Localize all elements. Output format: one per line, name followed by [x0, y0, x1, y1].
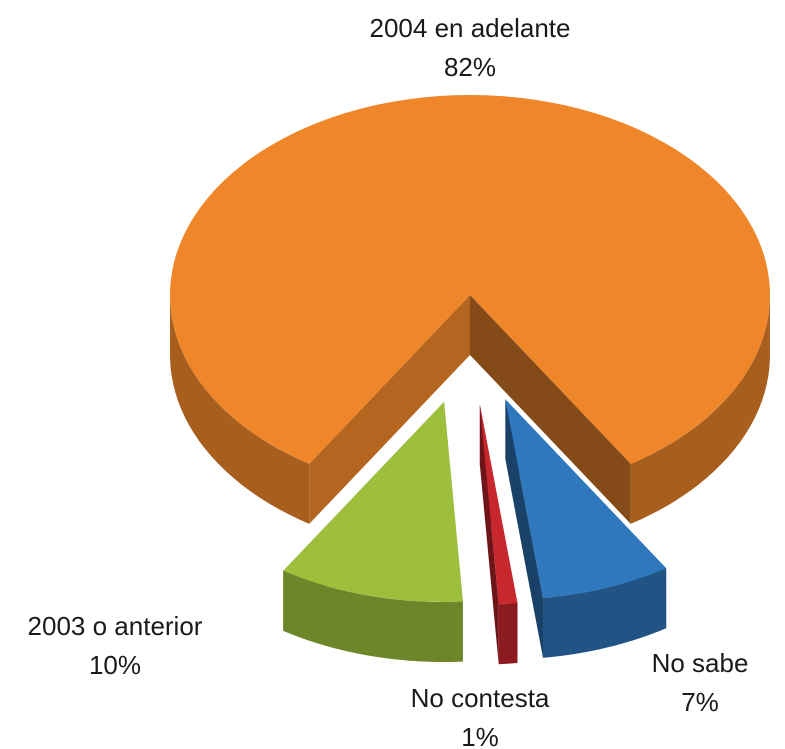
category-label: 2004 en adelante — [370, 13, 571, 43]
category-label: 2003 o anterior — [28, 611, 203, 641]
category-label: No sabe — [652, 648, 749, 678]
slice-side — [542, 568, 667, 658]
slice-side — [630, 298, 770, 524]
slice-side — [470, 295, 631, 524]
slice — [505, 399, 667, 598]
slice-side — [283, 570, 463, 663]
slice — [283, 402, 463, 603]
value-label: 7% — [681, 687, 719, 717]
value-label: 10% — [89, 650, 141, 680]
slice-side — [170, 298, 310, 524]
slice — [479, 404, 518, 605]
slice-side — [505, 399, 543, 658]
slice-side — [479, 404, 499, 665]
slice-side — [309, 295, 470, 524]
slice-side — [498, 603, 518, 665]
category-label: No contesta — [411, 683, 550, 713]
value-label: 1% — [461, 722, 499, 749]
slice — [170, 94, 770, 464]
value-label: 82% — [444, 52, 496, 82]
